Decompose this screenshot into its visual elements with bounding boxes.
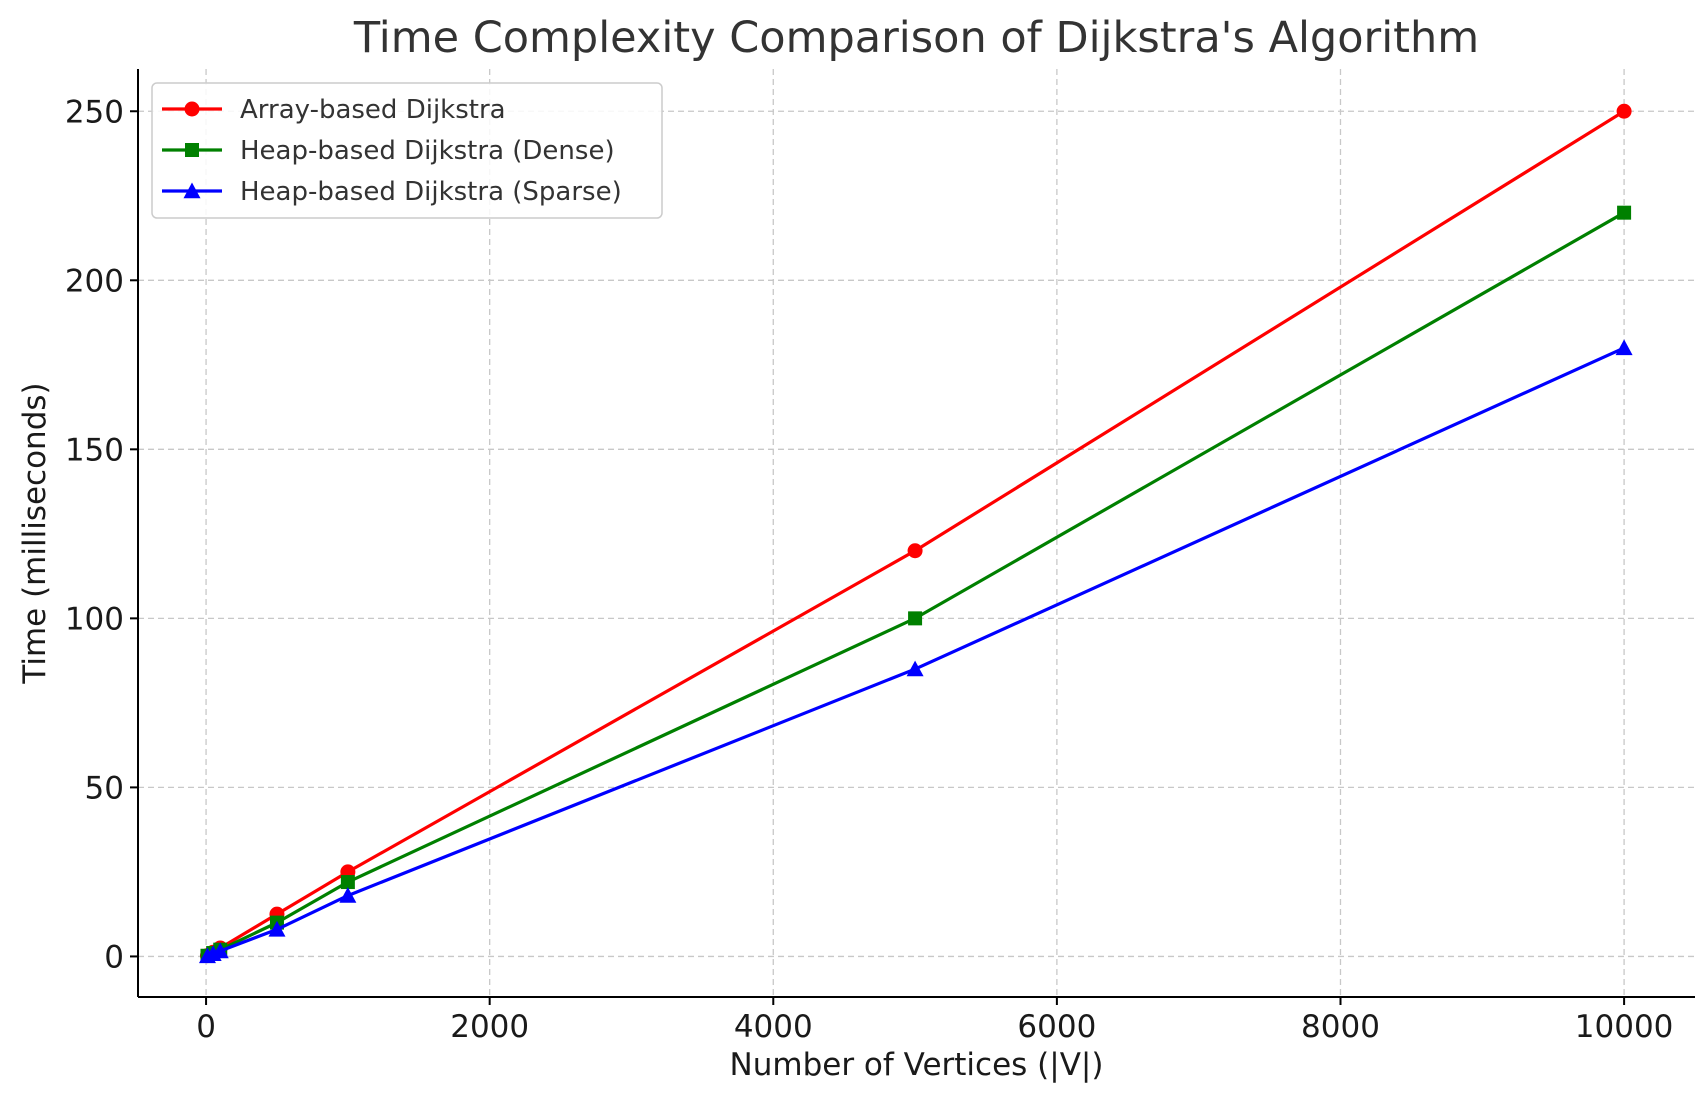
series-2	[198, 339, 1633, 964]
y-axis-title: Time (milliseconds)	[17, 382, 53, 684]
legend-marker-icon	[183, 182, 201, 199]
legend-label: Heap-based Dijkstra (Sparse)	[240, 177, 622, 207]
legend-item: Array-based Dijkstra	[162, 95, 506, 125]
x-tick-label: 2000	[450, 1009, 529, 1045]
x-axis-title: Number of Vertices (|V|)	[730, 1047, 1104, 1083]
y-tick-label: 0	[104, 939, 124, 975]
data-point	[1615, 339, 1633, 356]
y-tick-label: 50	[85, 770, 124, 806]
legend: Array-based Dijkstra Heap-based Dijkstra …	[151, 82, 663, 219]
legend-marker-icon	[184, 101, 200, 117]
x-tick-label: 8000	[1301, 1009, 1380, 1045]
x-tick-label: 0	[196, 1009, 216, 1045]
legend-label: Heap-based Dijkstra (Dense)	[240, 136, 615, 166]
y-tick-label: 100	[65, 601, 124, 637]
chart-title: Time Complexity Comparison of Dijkstra's…	[353, 13, 1479, 63]
legend-item: Heap-based Dijkstra (Dense)	[162, 136, 615, 166]
grid	[138, 69, 1695, 997]
legend-label: Array-based Dijkstra	[240, 95, 506, 125]
y-tick-label: 250	[65, 94, 124, 130]
legend-marker-icon	[185, 143, 199, 157]
data-point	[1616, 103, 1632, 119]
x-tick-label: 4000	[734, 1009, 813, 1045]
legend-box	[151, 82, 663, 219]
data-point	[908, 611, 923, 626]
data-point	[268, 920, 286, 937]
data-point	[906, 660, 924, 677]
data-point	[211, 942, 229, 959]
data-point	[1617, 205, 1632, 220]
x-tick-label: 10000	[1575, 1009, 1674, 1045]
data-point	[339, 887, 357, 903]
axes: 0 2000 4000 6000 8000 10000 0 50 100 150 200 250	[65, 69, 1695, 1045]
data-point	[340, 875, 355, 890]
x-tick-label: 6000	[1017, 1009, 1096, 1045]
y-tick-label: 200	[65, 263, 124, 299]
data-point	[907, 543, 923, 559]
series-group	[198, 103, 1633, 964]
legend-item: Heap-based Dijkstra (Sparse)	[162, 177, 622, 207]
y-tick-label: 150	[65, 432, 124, 468]
